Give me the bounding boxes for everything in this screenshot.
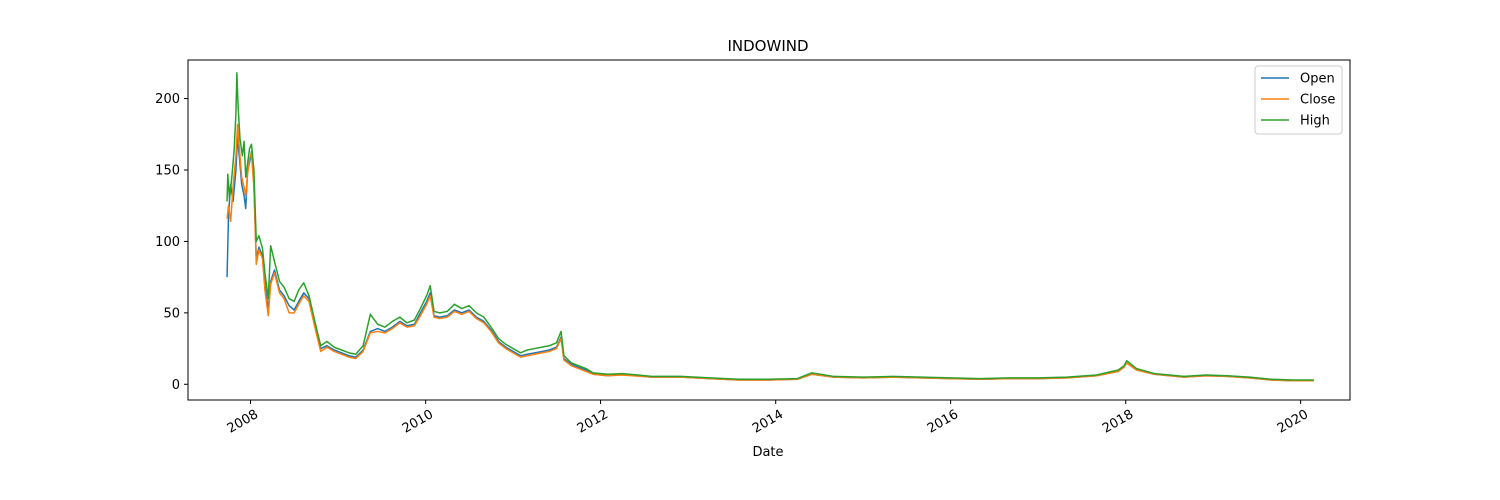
legend-label-open: Open bbox=[1300, 72, 1335, 87]
y-tick-label: 50 bbox=[163, 306, 180, 321]
plot-area bbox=[226, 72, 1314, 382]
legend-label-close: Close bbox=[1300, 93, 1335, 108]
series-line-high bbox=[226, 72, 1314, 381]
legend-label-high: High bbox=[1300, 114, 1330, 129]
x-tick-label: 2020 bbox=[1275, 407, 1311, 437]
x-tick-label: 2014 bbox=[750, 407, 786, 437]
y-tick-label: 100 bbox=[155, 235, 180, 250]
axes-frame bbox=[187, 59, 1351, 401]
x-tick-label: 2008 bbox=[225, 407, 261, 437]
x-tick-label: 2012 bbox=[575, 407, 611, 437]
y-tick-label: 0 bbox=[172, 378, 180, 393]
x-tick-label: 2016 bbox=[925, 407, 961, 437]
y-axis: 0 50 100 150 200 bbox=[155, 92, 188, 393]
y-tick-label: 150 bbox=[155, 164, 180, 179]
x-axis: 2008 2010 2012 2014 2016 2018 2020 bbox=[225, 400, 1311, 437]
x-axis-label: Date bbox=[752, 445, 783, 460]
series-line-close bbox=[226, 123, 1314, 382]
legend: Open Close High bbox=[1254, 65, 1343, 135]
y-tick-label: 200 bbox=[155, 92, 180, 107]
chart-title: INDOWIND bbox=[727, 37, 808, 55]
legend-box bbox=[1254, 65, 1343, 135]
series-line-open bbox=[226, 136, 1314, 382]
x-tick-label: 2018 bbox=[1100, 407, 1136, 437]
x-tick-label: 2010 bbox=[400, 407, 436, 437]
